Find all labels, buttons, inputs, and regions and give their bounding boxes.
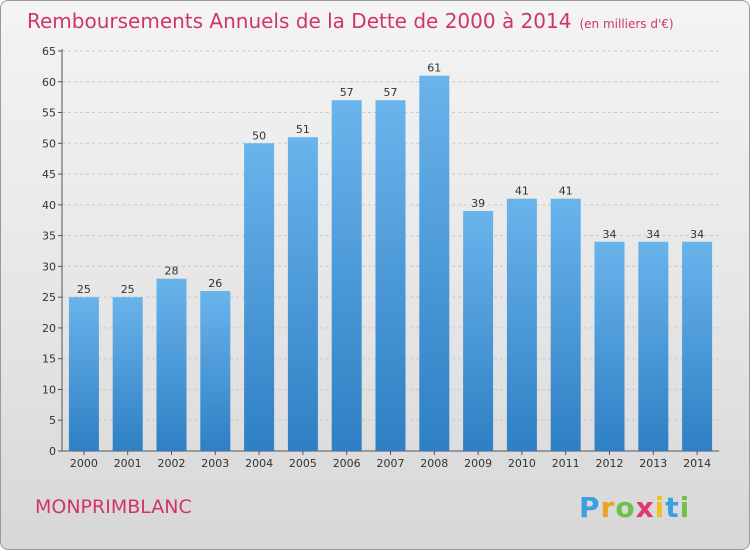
bar-2013 [638, 241, 669, 451]
x-tick-label-2001: 2001 [114, 457, 142, 470]
y-tick-label: 20 [42, 322, 56, 335]
data-label-2002: 28 [165, 265, 179, 278]
bar-2011 [550, 198, 581, 451]
x-tick-label-2007: 2007 [377, 457, 405, 470]
x-tick-label-2010: 2010 [508, 457, 536, 470]
x-tick-label-2012: 2012 [596, 457, 624, 470]
data-label-2014: 34 [690, 228, 704, 241]
proxiti-logo: Proxiti [579, 491, 691, 524]
x-tick-label-2006: 2006 [333, 457, 361, 470]
x-tick-label-2009: 2009 [464, 457, 492, 470]
x-tick-label-2000: 2000 [70, 457, 98, 470]
x-tick-label-2003: 2003 [201, 457, 229, 470]
data-label-2001: 25 [121, 283, 135, 296]
x-tick-label-2013: 2013 [639, 457, 667, 470]
bar-2002 [156, 278, 187, 451]
y-tick-label: 30 [42, 260, 56, 273]
y-tick-label: 45 [42, 168, 56, 181]
data-label-2013: 34 [646, 228, 660, 241]
y-tick-label: 50 [42, 137, 56, 150]
y-tick-label: 40 [42, 199, 56, 212]
x-tick-label-2014: 2014 [683, 457, 711, 470]
x-tick-label-2002: 2002 [158, 457, 186, 470]
bar-2010 [506, 198, 537, 451]
commune-name: MONPRIMBLANC [35, 496, 192, 518]
data-label-2007: 57 [384, 86, 398, 99]
data-label-2004: 50 [252, 129, 266, 142]
y-tick-label: 55 [42, 107, 56, 120]
data-label-2000: 25 [77, 283, 91, 296]
bar-2001 [112, 297, 143, 451]
bar-2007 [375, 100, 406, 451]
data-label-2010: 41 [515, 185, 529, 198]
y-tick-label: 60 [42, 76, 56, 89]
data-label-2003: 26 [208, 277, 222, 290]
chart-title-text: Remboursements Annuels de la Dette de 20… [27, 9, 572, 33]
chart-unit: (en milliers d'€) [579, 17, 674, 31]
x-tick-label-2004: 2004 [245, 457, 273, 470]
bar-2004 [244, 143, 275, 452]
bar-2008 [419, 75, 450, 451]
bar-2014 [682, 241, 713, 451]
bar-2003 [200, 291, 231, 451]
bar-2000 [68, 297, 99, 451]
y-tick-label: 0 [49, 445, 56, 458]
data-label-2011: 41 [559, 185, 573, 198]
x-tick-label-2008: 2008 [420, 457, 448, 470]
data-label-2006: 57 [340, 86, 354, 99]
y-tick-label: 35 [42, 230, 56, 243]
y-tick-label: 10 [42, 383, 56, 396]
data-label-2009: 39 [471, 197, 485, 210]
x-tick-label-2005: 2005 [289, 457, 317, 470]
bar-2005 [287, 137, 318, 451]
data-label-2005: 51 [296, 123, 310, 136]
y-tick-label: 5 [49, 414, 56, 427]
y-tick-label: 25 [42, 291, 56, 304]
data-label-2012: 34 [603, 228, 617, 241]
bar-2012 [594, 241, 625, 451]
bar-2009 [463, 211, 494, 451]
data-label-2008: 61 [427, 62, 441, 75]
y-tick-label: 65 [42, 45, 56, 58]
bar-2006 [331, 100, 362, 451]
x-tick-label-2011: 2011 [552, 457, 580, 470]
y-tick-label: 15 [42, 353, 56, 366]
chart-title: Remboursements Annuels de la Dette de 20… [27, 9, 674, 33]
